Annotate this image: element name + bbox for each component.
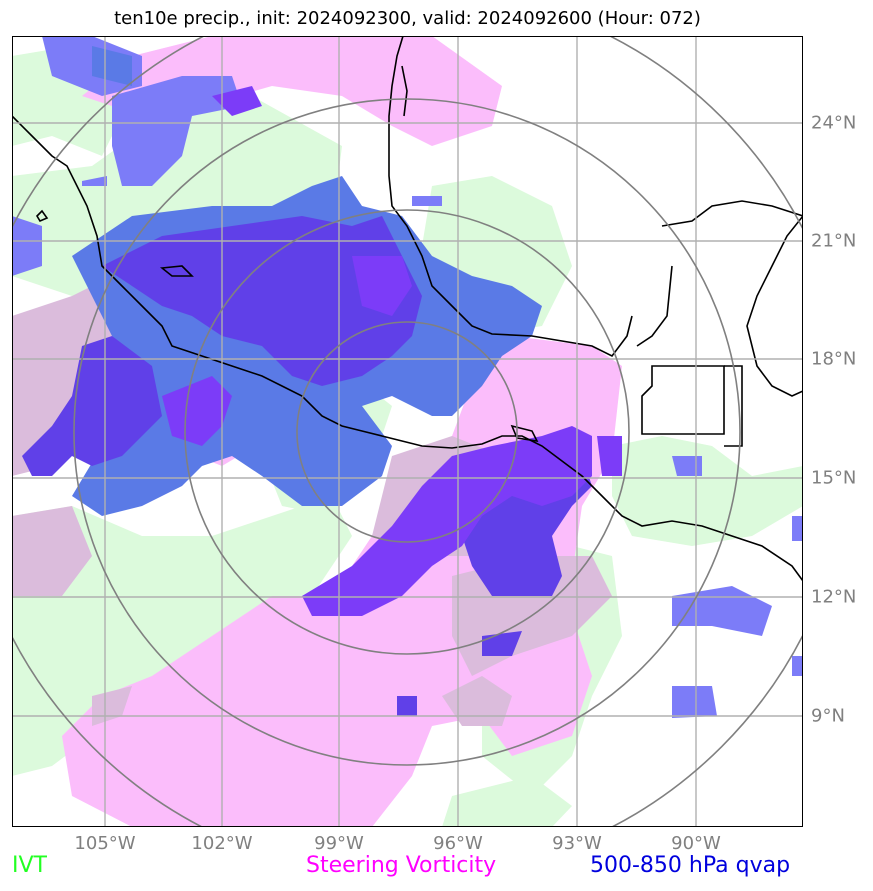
map-panel (12, 36, 803, 827)
lat-label-9n: 9°N (811, 705, 845, 727)
range-rings (12, 36, 803, 827)
lat-label-12n: 12°N (811, 586, 857, 608)
legend-steering-vorticity: Steering Vorticity (306, 853, 497, 878)
lon-label-99w: 99°W (314, 833, 364, 854)
legend-qvap: 500-850 hPa qvap (590, 853, 791, 878)
legend-ivt: IVT (12, 853, 47, 878)
lat-label-15n: 15°N (811, 467, 857, 489)
coastline (12, 36, 803, 582)
map-title: ten10e precip., init: 2024092300, valid:… (114, 8, 701, 29)
qvap-violet-field (162, 86, 622, 616)
lon-label-96w: 96°W (433, 833, 483, 854)
qvap-light-field (12, 36, 803, 718)
graticule (12, 36, 803, 827)
map-frame (12, 36, 803, 827)
lat-label-21n: 21°N (811, 230, 857, 252)
lat-label-18n: 18°N (811, 348, 857, 370)
lat-label-24n: 24°N (811, 112, 857, 134)
lon-label-90w: 90°W (671, 833, 721, 854)
lon-label-102w: 102°W (191, 833, 253, 854)
lon-label-105w: 105°W (74, 833, 136, 854)
lon-label-93w: 93°W (552, 833, 602, 854)
